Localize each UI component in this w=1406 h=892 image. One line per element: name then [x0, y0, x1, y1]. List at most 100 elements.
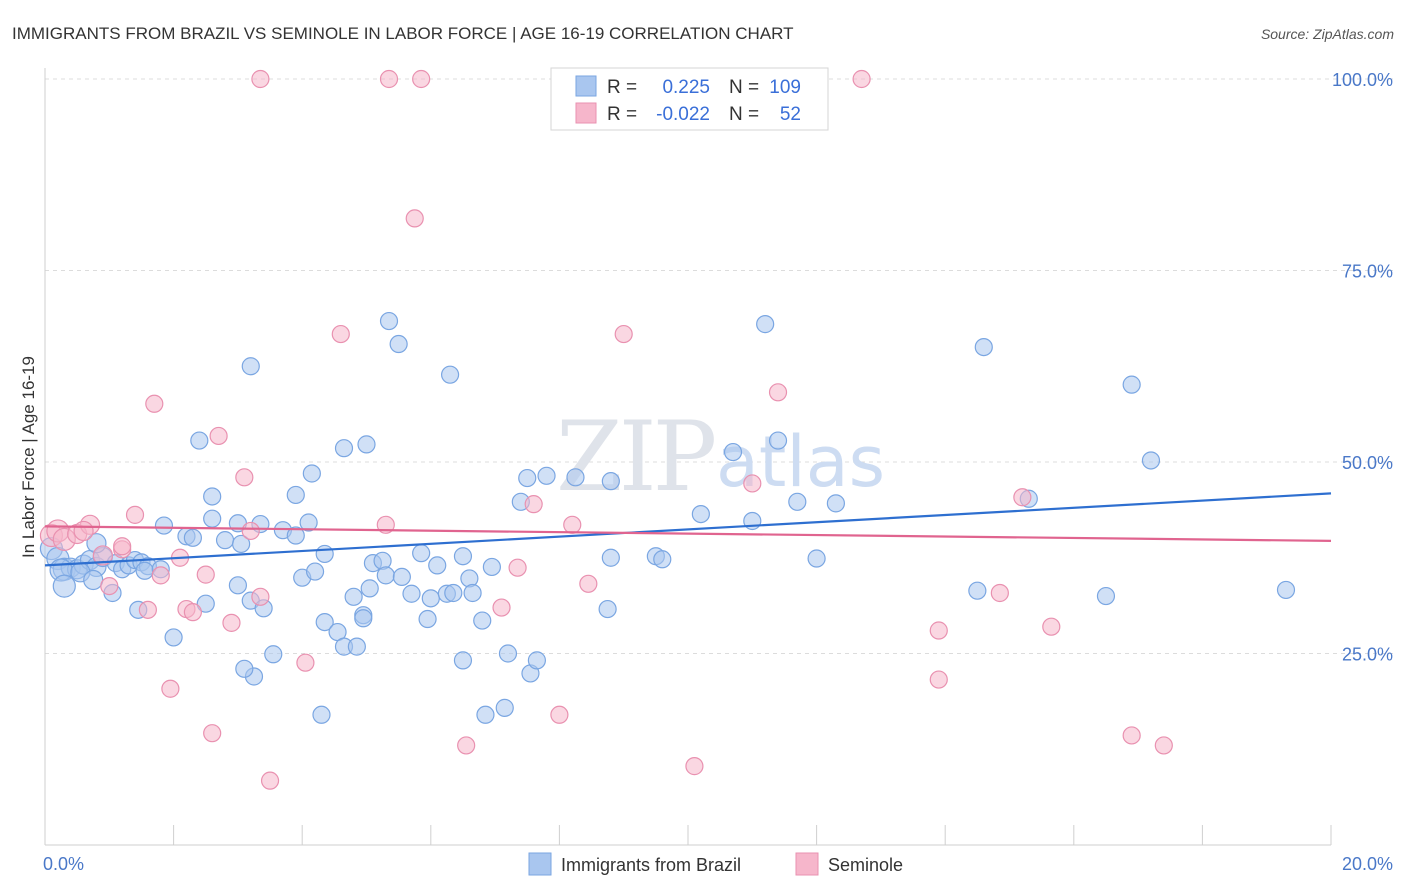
- brazil-point: [83, 569, 104, 591]
- seminole-point: [183, 603, 202, 622]
- brazil-point: [537, 466, 556, 485]
- seminole-point: [113, 537, 132, 556]
- brazil-point: [203, 487, 222, 506]
- x-tick-label: 0.0%: [43, 854, 84, 874]
- bottom-legend-label-seminole: Seminole: [828, 855, 903, 875]
- brazil-point: [428, 556, 447, 575]
- legend-swatch-brazil: [575, 75, 597, 97]
- brazil-point: [788, 492, 807, 511]
- brazil-point: [312, 705, 331, 724]
- brazil-point: [691, 504, 710, 524]
- y-tick-label: 25.0%: [1342, 645, 1393, 665]
- brazil-point: [444, 583, 463, 603]
- brazil-point: [344, 587, 363, 606]
- seminole-point: [1122, 726, 1141, 745]
- brazil-point: [305, 562, 325, 581]
- brazil-point: [598, 599, 617, 619]
- brazil-point: [974, 338, 993, 357]
- brazil-point: [347, 637, 366, 656]
- legend-r-label-2: R =: [607, 104, 637, 125]
- seminole-point: [614, 324, 633, 344]
- legend-r-value-2: -0.022: [656, 104, 710, 125]
- seminole-point: [151, 566, 170, 585]
- brazil-point: [286, 485, 305, 505]
- seminole-point: [251, 587, 270, 606]
- brazil-point: [1096, 586, 1116, 606]
- seminole-point: [331, 324, 350, 344]
- brazil-point: [418, 609, 437, 629]
- brazil-point: [228, 576, 247, 595]
- seminole-point: [145, 394, 164, 413]
- seminole-point: [929, 670, 948, 689]
- seminole-point: [743, 474, 762, 493]
- brazil-point: [232, 534, 251, 554]
- seminole-point: [209, 426, 228, 446]
- seminole-point: [1042, 617, 1061, 636]
- legend-n-label-2: N =: [729, 104, 759, 125]
- brazil-point: [402, 584, 421, 603]
- brazil-point: [203, 509, 222, 528]
- legend-n-value-2: 52: [780, 104, 801, 125]
- seminole-point: [92, 545, 113, 566]
- brazil-point: [653, 550, 672, 569]
- y-axis-label: In Labor Force | Age 16-19: [19, 356, 38, 558]
- brazil-point: [1141, 451, 1161, 470]
- brazil-point: [302, 464, 321, 483]
- brazil-point: [421, 589, 440, 608]
- brazil-point: [164, 628, 183, 647]
- bottom-legend: Immigrants from Brazil Seminole: [528, 852, 903, 876]
- seminole-point: [929, 621, 948, 640]
- brazil-point: [360, 579, 379, 598]
- seminole-point: [100, 576, 119, 596]
- seminole-point: [524, 495, 543, 514]
- brazil-point: [154, 516, 174, 535]
- seminole-point: [161, 679, 180, 698]
- seminole-point: [196, 565, 215, 584]
- brazil-point: [498, 644, 518, 663]
- brazil-point: [286, 526, 305, 545]
- seminole-point: [138, 600, 157, 619]
- brazil-point: [723, 442, 743, 462]
- seminole-point: [563, 515, 582, 534]
- brazil-point: [264, 645, 283, 664]
- seminole-point: [379, 69, 399, 89]
- brazil-point: [315, 544, 334, 564]
- brazil-point: [357, 435, 376, 454]
- seminole-point: [492, 598, 511, 617]
- brazil-point: [453, 547, 473, 566]
- brazil-point: [1276, 580, 1296, 600]
- brazil-point: [495, 698, 514, 717]
- brazil-point: [473, 611, 492, 630]
- brazil-point: [453, 651, 473, 670]
- chart-title: IMMIGRANTS FROM BRAZIL VS SEMINOLE IN LA…: [12, 24, 794, 43]
- brazil-point: [412, 544, 431, 563]
- legend-box: R = 0.225 N = 109 R = -0.022 N = 52: [550, 67, 829, 131]
- y-tick-label: 75.0%: [1342, 262, 1393, 282]
- legend-r-label-1: R =: [607, 77, 637, 98]
- seminole-point: [457, 736, 476, 755]
- brazil-point: [196, 594, 215, 613]
- seminole-point: [251, 69, 270, 89]
- brazil-point: [235, 659, 254, 678]
- seminole-point: [508, 558, 527, 577]
- brazil-point: [183, 528, 202, 547]
- brazil-point: [476, 705, 495, 724]
- brazil-point: [463, 583, 482, 603]
- seminole-point: [235, 468, 254, 487]
- seminole-point: [1013, 488, 1032, 507]
- seminole-point: [405, 209, 424, 228]
- brazil-point: [601, 472, 620, 491]
- seminole-point: [241, 521, 260, 541]
- legend-swatch-seminole: [575, 102, 597, 124]
- brazil-point: [1122, 375, 1141, 394]
- seminole-point: [296, 653, 315, 672]
- chart-source: Source: ZipAtlas.com: [1261, 26, 1394, 42]
- bottom-legend-swatch-seminole: [795, 852, 819, 876]
- seminole-point: [1154, 736, 1173, 755]
- brazil-point: [807, 549, 826, 568]
- watermark: ZIP atlas: [556, 401, 885, 513]
- seminole-point: [990, 583, 1009, 603]
- brazil-point: [376, 566, 395, 585]
- brazil-point: [135, 561, 154, 580]
- x-tick-label: 20.0%: [1342, 854, 1393, 874]
